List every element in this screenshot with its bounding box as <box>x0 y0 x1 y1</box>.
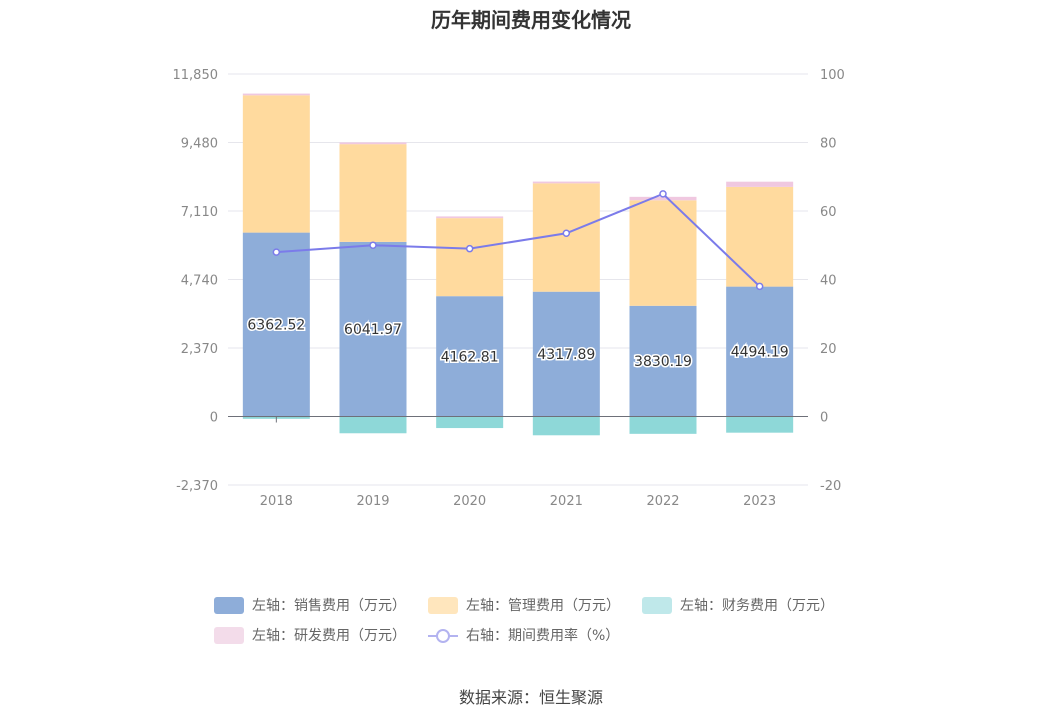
rate-point <box>369 241 377 249</box>
category-label: 2023 <box>743 494 776 509</box>
legend-swatch-rate <box>428 627 458 644</box>
rate-point <box>272 248 281 256</box>
legend-label-sales: 左轴：销售费用（万元） <box>252 598 406 614</box>
data-source: 数据来源：恒生聚源 <box>458 688 603 707</box>
legend-swatch-sales <box>214 596 244 614</box>
bar-segment <box>436 218 504 297</box>
bar-data-label: 6041.97 <box>344 322 402 338</box>
bar-segment <box>436 296 504 417</box>
right-tick-label: 60 <box>820 205 837 220</box>
bar-segment <box>726 416 794 433</box>
legend-item-finance[interactable]: 左轴：财务费用（万元） <box>642 595 834 615</box>
right-tick-label: 0 <box>820 411 828 426</box>
bar-segment <box>242 93 310 96</box>
bar-data-label: 4162.81 <box>441 349 499 365</box>
left-tick-label: 2,370 <box>181 342 218 357</box>
bar-segment <box>629 196 697 201</box>
bar-segment <box>436 416 504 429</box>
left-tick-label: 4,740 <box>181 274 218 289</box>
legend-item-rate[interactable]: 右轴：期间费用率（%） <box>428 625 619 645</box>
legend-label-admin: 左轴：管理费用（万元） <box>466 598 620 614</box>
bar-data-label: 3830.19 <box>634 354 692 370</box>
left-tick-label: 0 <box>210 411 218 426</box>
left-tick-label: 11,850 <box>173 68 219 83</box>
rate-line <box>276 192 761 288</box>
bar-segment <box>339 416 407 434</box>
legend-swatch-rd <box>214 626 244 644</box>
bar-segment <box>629 305 697 417</box>
left-tick-label: 7,110 <box>181 205 218 220</box>
legend-item-rd[interactable]: 左轴：研发费用（万元） <box>214 625 406 645</box>
bar-segment <box>242 95 310 233</box>
rate-point <box>659 190 667 198</box>
chart-plot: -2,370 0 2,370 4,740 7,110 9,480 11,850 -20 0 20 4… <box>173 68 845 509</box>
bar-segment <box>629 416 697 434</box>
category-label: 2018 <box>260 494 293 509</box>
bar-segment <box>726 181 794 187</box>
category-label: 2019 <box>356 494 389 509</box>
rate-point <box>562 229 571 238</box>
legend-label-rate: 右轴：期间费用率（%） <box>466 628 620 644</box>
legend-swatch-finance <box>642 596 672 614</box>
bar-data-label: 4317.89 <box>537 347 595 363</box>
bar-segment <box>339 241 407 417</box>
right-tick-label: -20 <box>820 479 841 494</box>
chart-title: 历年期间费用变化情况 <box>431 8 631 32</box>
chart-legend: 左轴：销售费用（万元） 左轴：管理费用（万元） 左轴：财务费用（万元） 左轴：研… <box>214 590 854 650</box>
category-label: 2020 <box>453 494 486 509</box>
bar-data-label: 4494.19 <box>731 345 789 361</box>
rate-point <box>755 282 764 291</box>
category-label: 2021 <box>550 494 583 509</box>
bar-segment <box>629 200 697 306</box>
bar-segment <box>242 232 310 417</box>
bar-segment <box>339 142 407 145</box>
bar-segment <box>726 186 794 287</box>
legend-swatch-admin <box>428 596 458 614</box>
bar-data-label: 6362.52 <box>247 318 305 334</box>
legend-label-finance: 左轴：财务费用（万元） <box>680 598 834 614</box>
legend-label-rd: 左轴：研发费用（万元） <box>252 628 406 644</box>
bar-segment <box>532 181 600 184</box>
legend-item-admin[interactable]: 左轴：管理费用（万元） <box>428 595 620 615</box>
bar-segment <box>532 416 600 436</box>
right-tick-label: 20 <box>820 342 837 357</box>
bar-segment <box>532 291 600 417</box>
bar-segment <box>436 216 504 219</box>
right-tick-label: 80 <box>820 137 837 152</box>
left-tick-label: -2,370 <box>176 479 218 494</box>
category-label: 2022 <box>646 494 679 509</box>
right-tick-label: 40 <box>820 274 837 289</box>
bar-segment <box>339 144 407 242</box>
left-tick-label: 9,480 <box>181 137 218 152</box>
right-tick-label: 100 <box>820 68 845 83</box>
bar-segment <box>726 286 794 417</box>
legend-item-sales[interactable]: 左轴：销售费用（万元） <box>214 595 406 615</box>
rate-point <box>465 244 474 253</box>
